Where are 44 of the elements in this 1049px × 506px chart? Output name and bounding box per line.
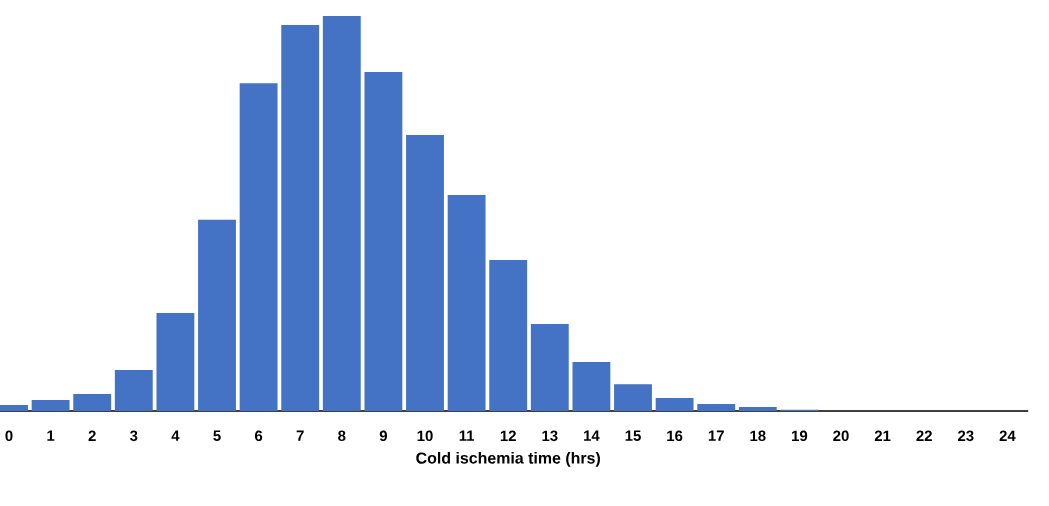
x-tick-label: 12 (500, 430, 516, 441)
x-tick-label: 21 (874, 430, 891, 441)
x-tick-label: 0 (5, 430, 13, 442)
bar (239, 83, 278, 411)
x-tick-label: 18 (750, 430, 766, 442)
x-tick-label: 16 (667, 430, 683, 442)
bar (114, 369, 153, 411)
bar (322, 16, 361, 411)
bar (572, 362, 611, 411)
x-tick-label: 9 (379, 430, 387, 442)
bar (31, 399, 70, 411)
x-tick-label: 19 (792, 430, 808, 442)
bar (489, 260, 528, 411)
x-tick-label: 22 (916, 430, 932, 441)
x-tick-label: 23 (958, 430, 974, 442)
bar (697, 403, 736, 411)
bar (406, 134, 444, 411)
x-tick-label: 7 (296, 430, 304, 441)
x-axis-title: Cold ischemia time (hrs) (416, 451, 600, 467)
x-tick-label: 10 (417, 430, 433, 442)
x-tick-label: 2 (88, 430, 96, 441)
bar (364, 72, 403, 411)
x-tick-label: 5 (213, 430, 221, 441)
x-tick-label: 17 (708, 430, 724, 441)
x-tick-label: 11 (459, 430, 475, 441)
bar (614, 384, 652, 411)
x-tick-label: 8 (338, 430, 346, 442)
x-tick-label: 20 (833, 430, 849, 442)
x-tick-label: 24 (999, 430, 1016, 441)
bar (447, 194, 486, 411)
x-tick-label: 1 (47, 430, 55, 441)
bar (73, 394, 112, 411)
bar (198, 219, 236, 411)
bar (738, 407, 777, 411)
x-tick-label: 14 (584, 430, 600, 441)
bar (530, 324, 569, 411)
x-tick-label: 6 (254, 430, 263, 442)
bar (655, 397, 694, 411)
x-tick-label: 3 (129, 430, 138, 442)
x-tick-label: 15 (625, 430, 641, 441)
bar (281, 25, 320, 411)
bar (156, 313, 195, 411)
x-tick-label: 13 (542, 430, 558, 442)
x-tick-label: 4 (171, 430, 180, 441)
